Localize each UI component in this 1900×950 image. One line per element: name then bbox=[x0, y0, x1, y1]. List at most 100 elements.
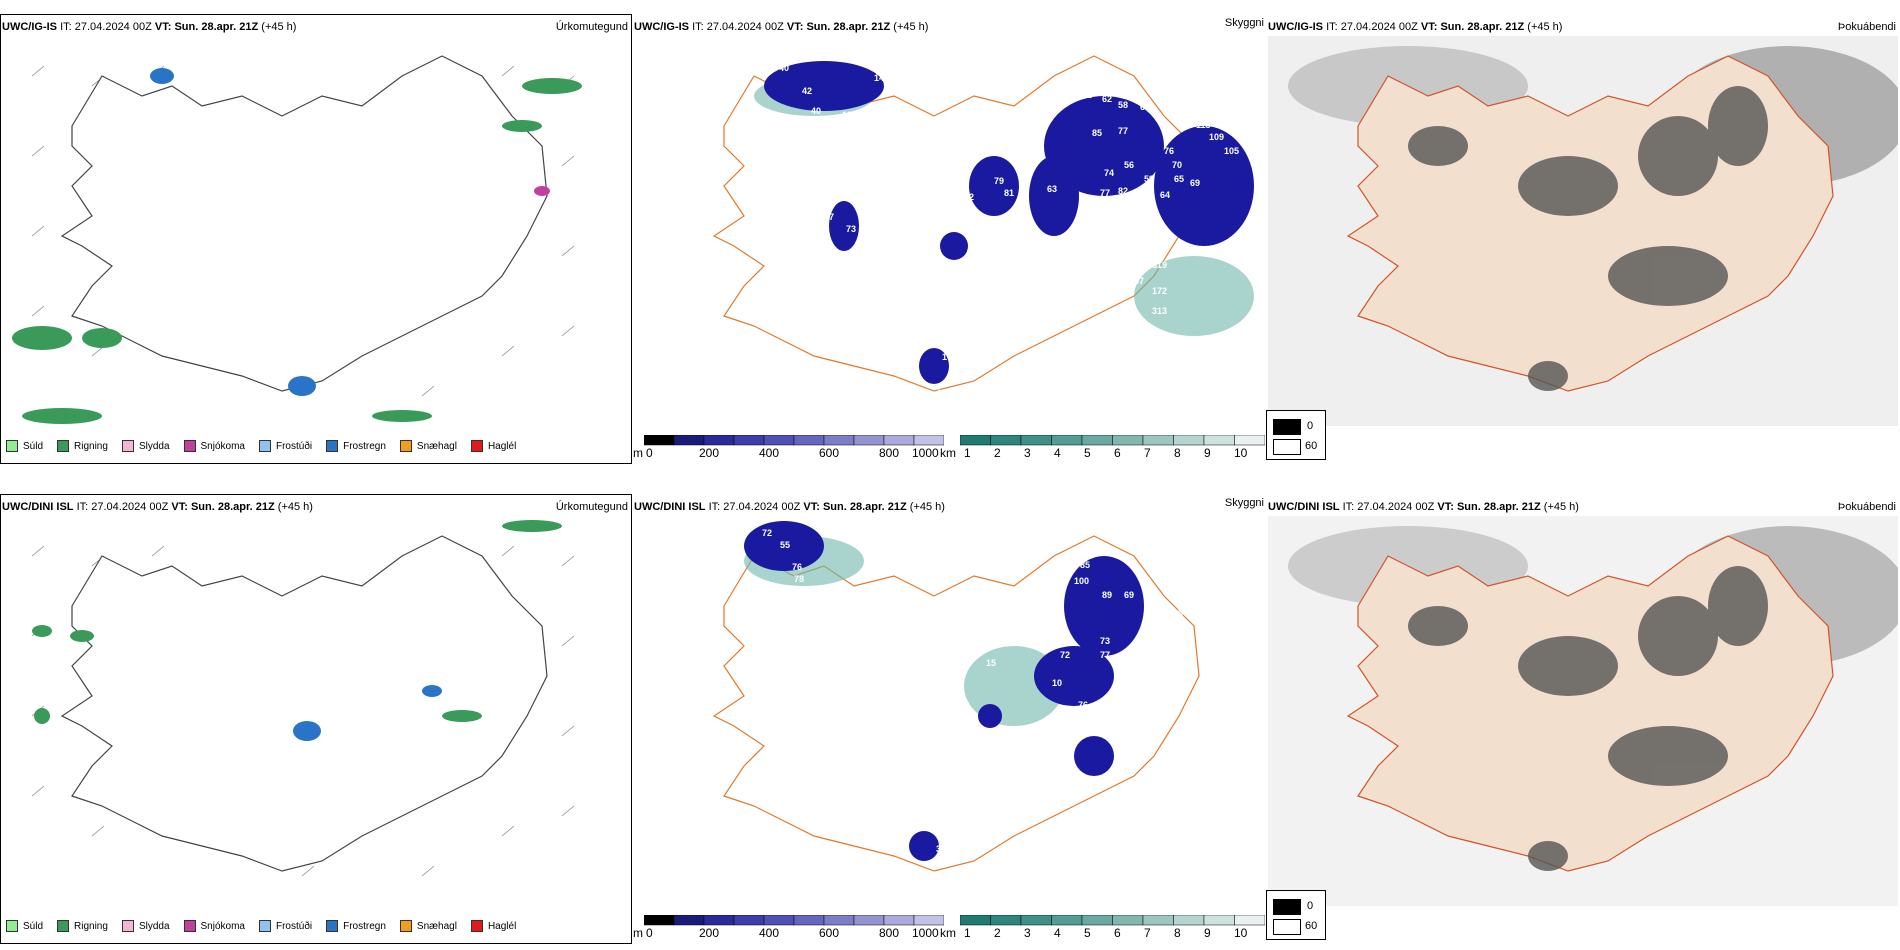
svg-text:141: 141 bbox=[896, 64, 911, 74]
svg-text:313: 313 bbox=[1152, 306, 1167, 316]
cloud-panel-title-1: UWC/IG-IS IT: 27.04.2024 00Z VT: Sun. 28… bbox=[634, 21, 929, 33]
svg-text:56: 56 bbox=[1178, 608, 1188, 618]
svg-text:74: 74 bbox=[1104, 168, 1114, 178]
colorbar-swatch bbox=[1051, 435, 1083, 446]
svg-text:58: 58 bbox=[1118, 100, 1128, 110]
visibility-colorbar-labels-1: km 1 2 3 4 5 6 7 8 9 10 bbox=[940, 446, 1248, 460]
svg-text:93: 93 bbox=[912, 246, 922, 256]
svg-text:77: 77 bbox=[1118, 126, 1128, 136]
rain-areas bbox=[12, 78, 582, 424]
svg-text:319: 319 bbox=[1152, 260, 1167, 270]
svg-text:114: 114 bbox=[842, 706, 857, 716]
height-colorbar-labels-2: m 0 200 400 600 800 1000 bbox=[633, 926, 939, 940]
precip-panel-title-2: UWC/DINI ISL IT: 27.04.2024 00Z VT: Sun.… bbox=[2, 501, 313, 513]
model-name: UWC/IG-IS bbox=[2, 21, 57, 33]
colorbar-swatch bbox=[823, 915, 855, 926]
colorbar-swatch bbox=[990, 915, 1022, 926]
svg-text:72: 72 bbox=[964, 192, 974, 202]
svg-text:77: 77 bbox=[1100, 650, 1110, 660]
svg-text:150: 150 bbox=[852, 128, 867, 138]
colorbar-swatch bbox=[1020, 435, 1052, 446]
svg-text:108: 108 bbox=[942, 352, 957, 362]
fog-index-title-2: Þokuábendi bbox=[1837, 501, 1896, 513]
colorbar-swatch bbox=[1234, 435, 1265, 446]
precip-type-map-1 bbox=[12, 55, 582, 424]
svg-text:73: 73 bbox=[1100, 636, 1110, 646]
svg-text:100: 100 bbox=[1074, 576, 1089, 586]
precip-legend-1: Súld Rigning Slydda Snjókoma Frostúði Fr… bbox=[6, 440, 530, 452]
visibility-title-2: Skyggni bbox=[1224, 497, 1264, 509]
svg-text:40: 40 bbox=[779, 63, 789, 73]
fog-panel-title-2: UWC/DINI ISL IT: 27.04.2024 00Z VT: Sun.… bbox=[1268, 501, 1579, 513]
colorbar-swatch bbox=[1173, 915, 1205, 926]
colorbar-swatch bbox=[853, 915, 885, 926]
svg-text:100: 100 bbox=[1048, 600, 1063, 610]
precip-panel-title-1: UWC/IG-IS IT: 27.04.2024 00Z VT: Sun. 28… bbox=[2, 21, 296, 33]
precip-type-title: Úrkomutegund bbox=[555, 21, 628, 33]
colorbar-swatch bbox=[733, 915, 765, 926]
svg-text:76: 76 bbox=[1078, 700, 1088, 710]
colorbar-swatch bbox=[763, 915, 795, 926]
fog-index-title: Þokuábendi bbox=[1837, 21, 1896, 33]
svg-text:56: 56 bbox=[1124, 160, 1134, 170]
colorbar-swatch bbox=[644, 435, 675, 446]
visibility-colorbar-2 bbox=[960, 915, 1265, 926]
colorbar-swatch bbox=[1081, 435, 1113, 446]
svg-text:95: 95 bbox=[1080, 714, 1090, 724]
legend-item-sleet: Slydda bbox=[121, 440, 170, 452]
vt-value: Sun. 28.apr. 21Z bbox=[174, 21, 259, 33]
colorbar-swatch bbox=[1173, 435, 1205, 446]
svg-text:55: 55 bbox=[780, 540, 790, 550]
svg-text:67: 67 bbox=[1134, 276, 1144, 286]
colorbar-swatch bbox=[1051, 915, 1083, 926]
colorbar-swatch bbox=[960, 435, 991, 446]
svg-text:55: 55 bbox=[853, 158, 863, 168]
svg-text:148: 148 bbox=[874, 73, 889, 83]
svg-text:85: 85 bbox=[1092, 128, 1102, 138]
fog-index-map-1 bbox=[1268, 36, 1898, 426]
colorbar-swatch bbox=[1203, 915, 1235, 926]
svg-text:10: 10 bbox=[1052, 678, 1062, 688]
cloud-panel-title-2: UWC/DINI ISL IT: 27.04.2024 00Z VT: Sun.… bbox=[634, 501, 945, 513]
legend-item-hail: Haglél bbox=[470, 440, 516, 452]
fog-key-1: 0 60 bbox=[1266, 410, 1326, 460]
svg-text:72: 72 bbox=[762, 528, 772, 538]
freezing-rain-areas bbox=[150, 68, 316, 396]
colorbar-swatch bbox=[913, 435, 944, 446]
visibility-colorbar-swatches bbox=[960, 435, 1265, 446]
colorbar-swatch bbox=[1142, 435, 1174, 446]
height-colorbar-swatches bbox=[644, 915, 944, 926]
colorbar-swatch bbox=[990, 435, 1022, 446]
legend-item-drizzle: Súld bbox=[6, 440, 43, 452]
svg-text:73: 73 bbox=[846, 224, 856, 234]
svg-text:72: 72 bbox=[1060, 650, 1070, 660]
colorbar-swatch bbox=[1203, 435, 1235, 446]
row-2: UWC/DINI ISL IT: 27.04.2024 00Z VT: Sun.… bbox=[0, 480, 1900, 950]
colorbar-swatch bbox=[793, 435, 825, 446]
svg-text:76: 76 bbox=[792, 562, 802, 572]
svg-text:77: 77 bbox=[1100, 188, 1110, 198]
fog-panel-title-1: UWC/IG-IS IT: 27.04.2024 00Z VT: Sun. 28… bbox=[1268, 21, 1563, 33]
svg-text:109: 109 bbox=[1209, 132, 1224, 142]
svg-text:112: 112 bbox=[1136, 650, 1151, 660]
precip-type-panel-2 bbox=[0, 494, 632, 944]
svg-text:89: 89 bbox=[1102, 590, 1112, 600]
svg-text:82: 82 bbox=[1118, 186, 1128, 196]
svg-text:44: 44 bbox=[936, 388, 946, 398]
height-colorbar-1 bbox=[644, 435, 944, 446]
colorbar-swatch bbox=[703, 435, 735, 446]
legend-item-freezing-rain: Frostregn bbox=[326, 440, 386, 452]
row-1: UWC/IG-IS IT: 27.04.2024 00Z VT: Sun. 28… bbox=[0, 14, 1898, 464]
svg-text:42: 42 bbox=[802, 86, 812, 96]
svg-text:64: 64 bbox=[1160, 190, 1170, 200]
colorbar-swatch bbox=[1142, 915, 1174, 926]
svg-text:113: 113 bbox=[1196, 120, 1211, 130]
fog-index-map-2 bbox=[1268, 516, 1898, 906]
svg-text:65: 65 bbox=[1174, 174, 1184, 184]
colorbar-swatch bbox=[703, 915, 735, 926]
colorbar-swatch bbox=[853, 435, 885, 446]
iceland-outline bbox=[60, 55, 548, 392]
colorbar-swatch bbox=[793, 915, 825, 926]
precip-type-title-2: Úrkomutegund bbox=[555, 501, 628, 513]
visibility-colorbar-1 bbox=[960, 435, 1265, 446]
